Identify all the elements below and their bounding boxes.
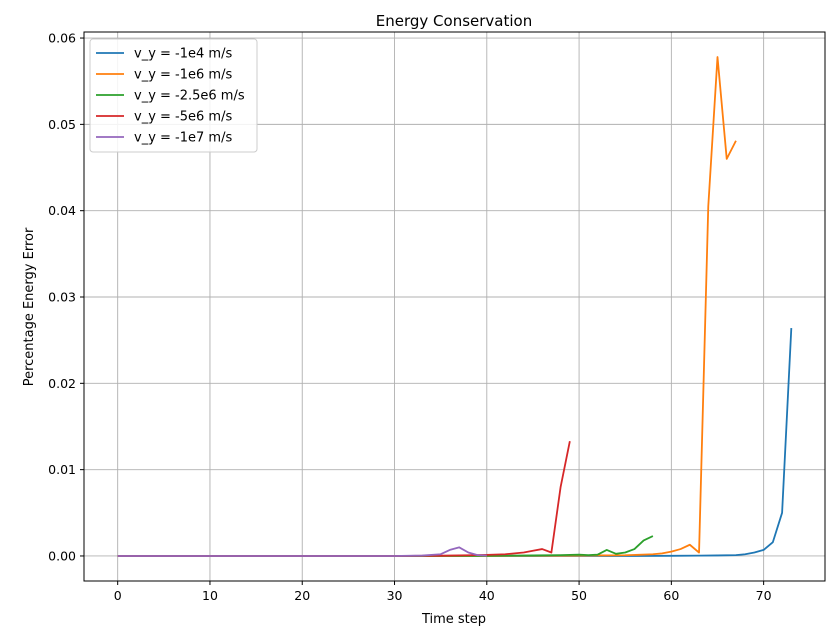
- y-tick-label: 0.01: [48, 462, 76, 477]
- x-tick-label: 0: [114, 588, 122, 603]
- x-tick-label: 30: [387, 588, 403, 603]
- legend-entry-3: v_y = -2.5e6 m/s: [134, 89, 245, 104]
- legend-box: [89, 38, 258, 153]
- series-layer: [117, 56, 793, 557]
- legend-entry-5: v_y = -1e7 m/s: [134, 131, 232, 146]
- x-tick-label: 50: [571, 588, 587, 603]
- x-tick-label: 70: [756, 588, 772, 603]
- series-line-5: [117, 546, 487, 557]
- chart-title: Energy Conservation: [376, 12, 532, 30]
- y-tick-label: 0.06: [48, 31, 76, 46]
- y-tick-label: 0.00: [48, 548, 76, 563]
- legend-entry-4: v_y = -5e6 m/s: [134, 110, 232, 125]
- tick-layer: 0 10 20 30 40 50 60 70 0.00 0.01 0.02 0.03 0.04 0.05 0…: [48, 31, 771, 603]
- x-tick-label: 10: [202, 588, 218, 603]
- x-tick-label: 20: [294, 588, 310, 603]
- plot-frame: [83, 31, 826, 582]
- y-tick-label: 0.03: [48, 290, 76, 305]
- y-tick-label: 0.02: [48, 376, 76, 391]
- y-tick-label: 0.04: [48, 203, 76, 218]
- x-axis-label: Time step: [421, 612, 486, 627]
- y-axis-label: Percentage Energy Error: [22, 227, 37, 386]
- x-tick-label: 40: [479, 588, 495, 603]
- x-tick-label: 60: [663, 588, 679, 603]
- legend: v_y = -1e4 m/s v_y = -1e6 m/s v_y = -2.5e6…: [89, 38, 258, 153]
- legend-entry-1: v_y = -1e4 m/s: [134, 47, 232, 62]
- legend-entry-2: v_y = -1e6 m/s: [134, 68, 232, 83]
- y-tick-label: 0.05: [48, 117, 76, 132]
